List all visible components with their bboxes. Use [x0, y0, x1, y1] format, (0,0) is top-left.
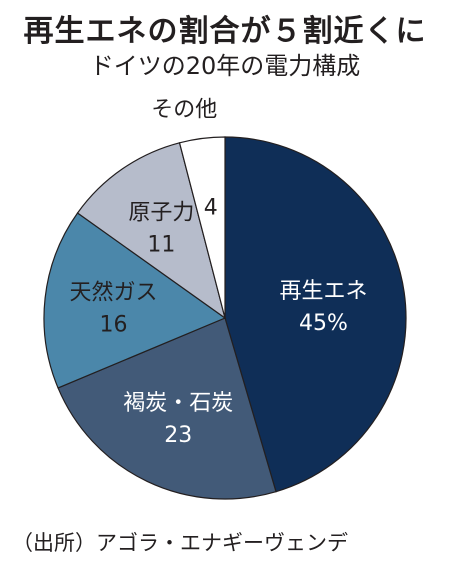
pie-slice-4: [76, 142, 226, 320]
pie-slice-5: [178, 136, 226, 319]
pie-slice-2: [57, 317, 277, 500]
slice-label: 褐炭・石炭: [123, 391, 233, 416]
chart-subtitle: ドイツの20年の電力構成: [89, 52, 361, 80]
slice-label: 天然ガス: [69, 281, 157, 306]
pie-slice-3: [43, 212, 227, 389]
pie-slice-1: [224, 136, 407, 493]
slice-label: その他: [151, 98, 217, 123]
source-note: （出所）アゴラ・エナギーヴェンデ: [12, 531, 348, 555]
slice-value-label: 4: [204, 196, 218, 221]
slice-value-label: 45%: [299, 311, 348, 336]
slice-value-label: 23: [164, 423, 192, 448]
chart-title: 再生エネの割合が５割近くに: [23, 14, 427, 49]
slice-value-label: 16: [100, 313, 128, 338]
slice-value-label: 11: [147, 233, 175, 258]
slice-label: 原子力: [128, 201, 194, 226]
slice-label: 再生エネ: [279, 279, 367, 304]
